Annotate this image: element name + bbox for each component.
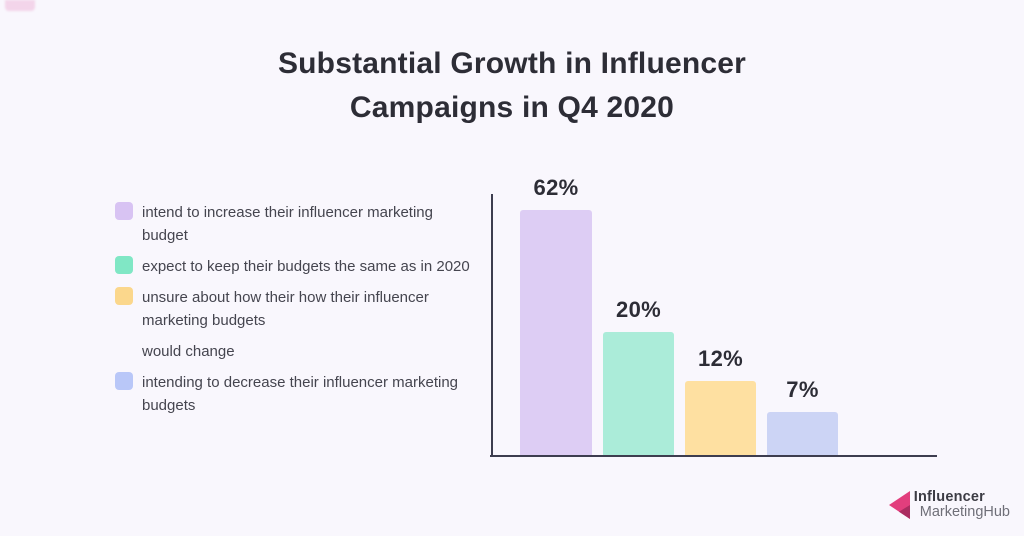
bar-value-label: 62% (533, 175, 579, 200)
bar-group-decrease: 7% (767, 377, 838, 455)
bar-group-same: 20% (603, 297, 674, 455)
bar-value-label: 7% (786, 377, 819, 402)
bars-container: 62% 20% 12% 7% (493, 175, 938, 455)
legend-item-label: unsure about how their how their influen… (142, 289, 429, 329)
corner-watermark-fragment (5, 0, 35, 11)
y-axis-line (491, 194, 493, 457)
bar-increase (520, 210, 592, 455)
legend-swatch-yellow (115, 287, 133, 305)
legend-item-decrease: intending to decrease their influencer m… (115, 371, 471, 417)
legend-item-label: intending to decrease their influencer m… (142, 374, 459, 414)
logo-text-influencer: Influencer (913, 489, 986, 505)
chart-legend: intend to increase their influencer mark… (115, 201, 471, 425)
legend-item-same: expect to keep their budgets the same as… (115, 255, 471, 278)
chart-title-line1: Substantial Growth in Influencer (277, 47, 747, 80)
logo-text-marketinghub: MarketingHub (919, 504, 1010, 520)
legend-item-unsure-continuation: would change (115, 340, 471, 363)
bar-chart: 62% 20% 12% 7% (490, 175, 938, 457)
bar-same (603, 332, 674, 455)
bar-group-increase: 62% (520, 175, 592, 455)
legend-item-unsure: unsure about how their how their influen… (115, 286, 471, 332)
bar-value-label: 20% (616, 297, 661, 322)
legend-swatch-teal (115, 256, 133, 274)
logo-arrow-icon (888, 491, 910, 519)
chart-title: Substantial Growth in Influencer Campaig… (0, 42, 1024, 130)
bar-unsure (685, 381, 756, 455)
chart-title-line2: Campaigns in Q4 2020 (349, 91, 675, 124)
legend-swatch-blue (115, 372, 133, 390)
x-axis-line (490, 455, 937, 457)
legend-item-label: would change (142, 343, 235, 360)
influencer-marketinghub-logo: Influencer MarketingHub (888, 490, 1010, 520)
bar-group-unsure: 12% (685, 346, 756, 455)
logo-text: Influencer MarketingHub (914, 490, 1010, 520)
legend-item-label: expect to keep their budgets the same as… (142, 258, 470, 275)
legend-item-label: intend to increase their influencer mark… (142, 204, 433, 244)
legend-swatch-purple (115, 202, 133, 220)
bar-value-label: 12% (698, 346, 743, 371)
legend-item-increase: intend to increase their influencer mark… (115, 201, 471, 247)
bar-decrease (767, 412, 838, 455)
